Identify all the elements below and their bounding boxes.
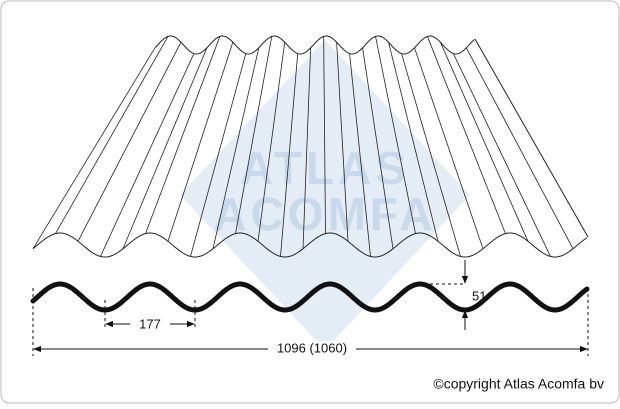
sheet-ridge: [323, 36, 326, 234]
width-label: 1096 (1060): [277, 340, 347, 355]
sheet-drawing: [32, 35, 589, 258]
sheet-ridge: [302, 47, 312, 249]
profile: [30, 281, 590, 313]
sheet-back-edge: [154, 35, 475, 55]
sheet-front-edge: [32, 232, 588, 258]
pitch-label: 177: [139, 316, 161, 331]
sheet-ridge: [145, 36, 221, 234]
sheet-ridge: [122, 47, 208, 249]
sheet-ridge: [212, 47, 260, 249]
sheet-ridge: [388, 42, 439, 242]
sheet-ridge: [401, 53, 461, 257]
sheet-ridge: [474, 38, 589, 238]
sheet-ridge: [362, 47, 394, 249]
sheet-ridge: [257, 42, 286, 242]
sheet-ridge: [167, 42, 234, 242]
sheet-ridge: [414, 47, 484, 249]
sheet-ridge: [349, 53, 371, 257]
sheet-ridge: [32, 47, 156, 249]
sheet-ridge: [336, 42, 349, 242]
sheet-ridge: [440, 42, 529, 242]
sheet-ridge: [465, 47, 574, 249]
sheet-ridge: [427, 36, 506, 234]
sheet-ridge: [235, 36, 273, 234]
sheet-ridge: [55, 36, 169, 234]
profile-wave: [30, 281, 590, 313]
sheet-ridge: [77, 42, 182, 242]
sheet-ridge: [280, 53, 299, 257]
sheet-ridge: [453, 53, 551, 257]
height-label: 51: [472, 288, 486, 303]
watermark-text: ACOMFA: [213, 188, 436, 240]
sheet-ridge: [375, 36, 416, 234]
label-bg: [268, 341, 356, 357]
label-bg: [130, 318, 170, 332]
sheet-ridge: [190, 53, 247, 257]
sheet-ridge: [100, 53, 195, 257]
copyright: ©copyright Atlas Acomfa bv: [433, 376, 604, 392]
